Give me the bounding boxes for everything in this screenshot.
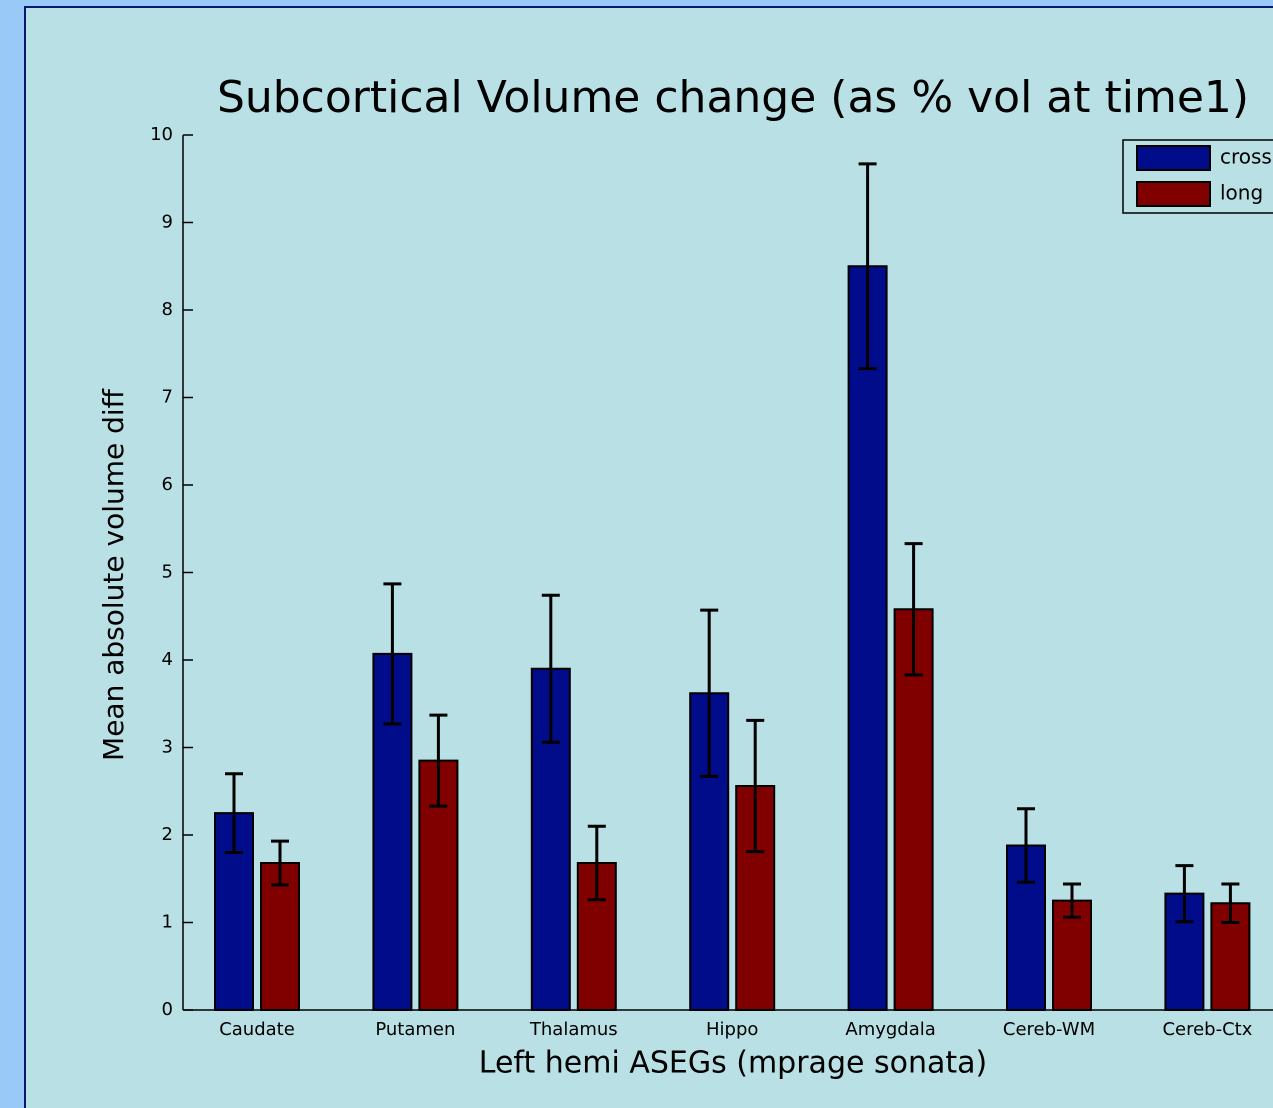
error-bar [1175,864,1194,924]
x-tick-label: Cereb-Ctx [1162,1019,1252,1040]
y-tick-label: 0 [162,999,173,1020]
y-axis-label: Mean absolute volume diff [97,388,130,761]
chart-title: Subcortical Volume change (as % vol at t… [217,72,1249,123]
x-tick-label: Cereb-WM [1003,1019,1095,1040]
y-tick-label: 8 [162,299,173,320]
error-bar [1063,882,1081,919]
y-tick-label: 2 [162,824,173,845]
legend-swatch [1136,181,1211,207]
y-tick-label: 5 [162,562,173,583]
x-tick-label: Thalamus [529,1019,618,1040]
x-tick-label: Putamen [375,1019,455,1040]
error-bar [904,542,923,677]
bar [847,265,888,1011]
x-tick-label: Hippo [706,1019,758,1040]
error-bar [700,608,719,778]
bar [260,862,300,1011]
error-bar [225,772,243,854]
y-tick-label: 4 [162,649,173,670]
error-bar [1221,882,1240,924]
error-bar [383,582,402,726]
y-tick-label: 1 [162,912,173,933]
error-bar [541,593,560,744]
error-bar [429,713,448,808]
x-tick-label: Amygdala [845,1019,935,1040]
y-tick-label: 9 [162,212,173,233]
error-bar [587,824,606,902]
error-bar [746,718,765,854]
x-tick-label: Caudate [219,1019,295,1040]
legend-label: cross [1220,145,1272,169]
legend-swatch [1136,145,1211,171]
legend-label: long [1220,181,1263,205]
error-bar [858,162,877,371]
y-tick-label: 3 [162,737,173,758]
y-tick-label: 6 [162,474,173,495]
error-bar [1017,807,1035,884]
bar [1052,899,1092,1011]
y-tick-label: 10 [150,124,173,145]
y-tick-label: 7 [162,387,173,408]
error-bar [271,839,289,887]
x-axis-label: Left hemi ASEGs (mprage sonata) [479,1046,987,1081]
